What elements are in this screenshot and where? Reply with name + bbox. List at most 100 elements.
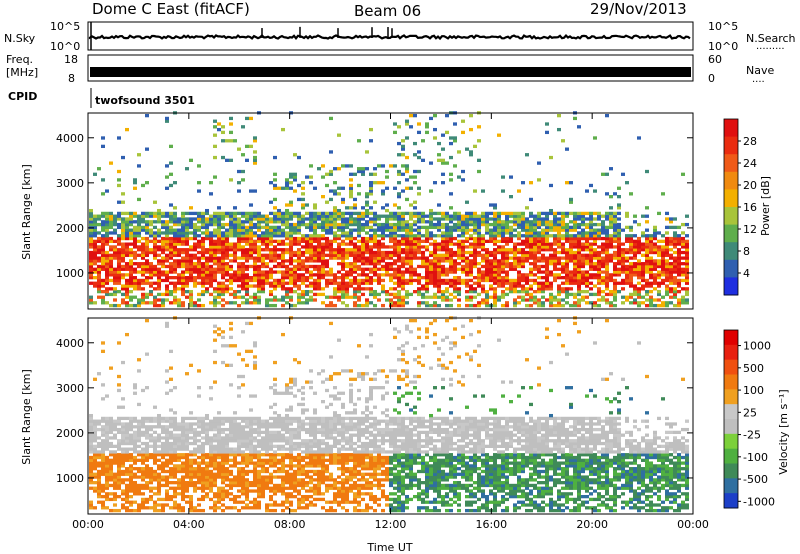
power-cell (649, 267, 653, 271)
power-cell (321, 301, 325, 305)
velocity-cell (133, 391, 137, 395)
power-cell (325, 281, 329, 285)
power-cell (109, 161, 113, 165)
power-cell (97, 273, 101, 277)
power-cell (501, 253, 505, 257)
power-cell (101, 222, 105, 227)
power-cell (349, 250, 353, 255)
velocity-cell (149, 506, 153, 510)
power-cell (265, 278, 269, 283)
power-cell (409, 239, 413, 243)
power-cell (297, 217, 301, 221)
power-cell (433, 217, 437, 221)
power-cell (317, 250, 321, 255)
power-cell (109, 273, 113, 277)
power-cell (161, 248, 165, 252)
power-cell (585, 301, 589, 305)
power-cell (237, 284, 241, 288)
power-cell (509, 234, 513, 238)
power-cell (205, 281, 209, 285)
velocity-cell (105, 475, 109, 479)
velocity-cell (137, 492, 141, 496)
power-cell (637, 292, 641, 297)
power-cell (429, 250, 433, 255)
velocity-cell (149, 425, 153, 429)
power-cell (109, 236, 113, 241)
power-cell (281, 186, 285, 190)
power-cell (653, 262, 657, 266)
power-cell (349, 183, 353, 188)
power-cell (489, 222, 493, 227)
power-cell (257, 250, 261, 255)
power-cell (153, 236, 157, 241)
velocity-cell (209, 386, 213, 390)
power-cell (257, 284, 261, 288)
power-cell (265, 273, 269, 277)
power-cell (121, 301, 125, 305)
power-cell (133, 231, 137, 235)
power-cell (97, 239, 101, 243)
velocity-cell (101, 486, 105, 490)
power-cell (609, 259, 613, 263)
power-cell (537, 250, 541, 255)
power-cell (481, 189, 485, 193)
power-cell (153, 245, 157, 249)
velocity-cell (137, 402, 141, 407)
power-cell (437, 267, 441, 271)
velocity-cell (161, 497, 165, 502)
power-cell (345, 206, 349, 210)
velocity-cell (101, 467, 105, 471)
velocity-cell (137, 358, 141, 362)
power-cell (157, 231, 161, 235)
power-cell (353, 203, 357, 207)
power-cell (237, 303, 241, 308)
power-cell (473, 276, 477, 280)
power-cell (645, 256, 649, 260)
power-cell (665, 217, 669, 221)
power-cell (229, 273, 233, 277)
power-cell (437, 289, 441, 294)
power-cell (289, 303, 293, 308)
power-cell (681, 298, 685, 302)
power-cell (485, 239, 489, 243)
power-cell (457, 250, 461, 255)
power-cell (205, 208, 209, 213)
power-cell (673, 217, 677, 221)
power-cell (285, 217, 289, 221)
power-cell (409, 253, 413, 257)
power-cell (193, 236, 197, 241)
power-cell (297, 287, 301, 291)
power-cell (93, 214, 97, 218)
velocity-cell (97, 455, 101, 460)
power-cell (89, 262, 93, 266)
power-cell (357, 256, 361, 260)
velocity-cell (129, 458, 133, 462)
power-cell (657, 248, 661, 252)
power-cell (581, 273, 585, 277)
power-cell (301, 292, 305, 297)
power-cell (649, 276, 653, 280)
power-cell (461, 278, 465, 283)
velocity-cell (125, 489, 129, 493)
power-cell (285, 250, 289, 255)
velocity-cell (149, 419, 153, 423)
power-cell (625, 273, 629, 277)
power-cell (321, 267, 325, 271)
power-cell (545, 262, 549, 266)
power-cell (437, 225, 441, 230)
power-cell (685, 256, 689, 260)
velocity-cell (121, 450, 125, 454)
velocity-cell (189, 469, 193, 474)
power-cell (225, 284, 229, 288)
velocity-cell (145, 500, 149, 504)
power-cell (325, 284, 329, 288)
power-cell (337, 284, 341, 288)
power-cell (313, 217, 317, 221)
power-cell (533, 273, 537, 277)
velocity-cell (189, 458, 193, 462)
power-cell (241, 270, 245, 274)
power-cell (597, 256, 601, 260)
power-cell (581, 228, 585, 232)
power-cell (265, 217, 269, 221)
power-cell (365, 242, 369, 246)
